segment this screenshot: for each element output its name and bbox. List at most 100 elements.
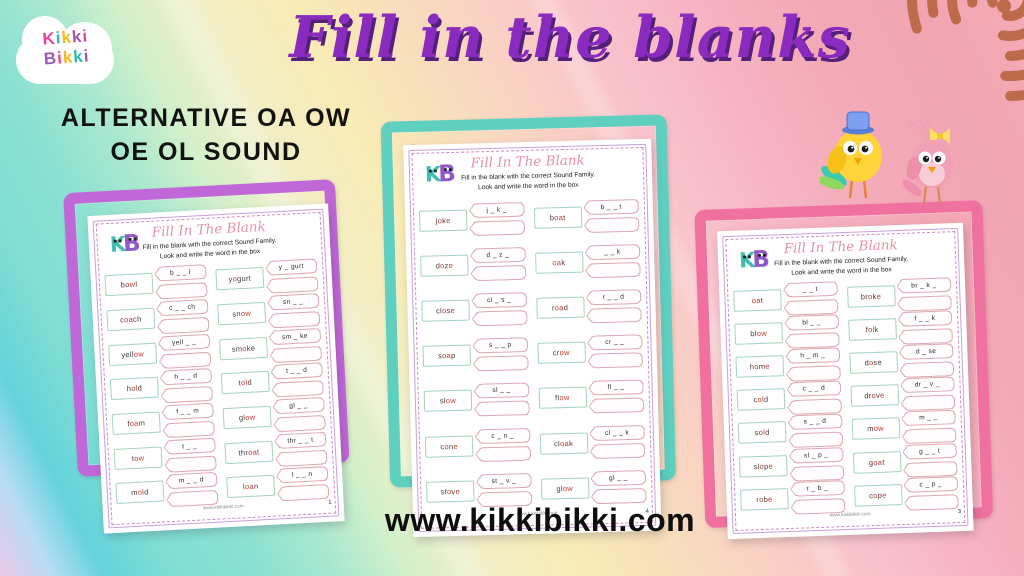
hint-capsule: s _ _ d: [788, 414, 843, 431]
worksheet-cell: b oa t b _ _ t: [533, 193, 640, 241]
answer-capsule: [277, 484, 330, 502]
hint-capsule: gl _ _: [272, 397, 325, 415]
worksheet-cell: oa k _ _ k: [534, 238, 641, 286]
worksheet-cell: r oa d r _ _ d: [535, 283, 642, 331]
word-box: bl ow: [734, 321, 783, 345]
answer-capsule: [788, 432, 843, 449]
worksheet-cell: cr ow cr _ _: [536, 328, 644, 376]
worksheet-cell: oa t _ _ t: [733, 281, 839, 318]
mascot-eyes: [128, 237, 132, 241]
subtitle-line-2: OE OL SOUND: [110, 137, 302, 166]
hint-capsule: d _ se: [899, 343, 954, 360]
word-box: thr oa t: [224, 440, 274, 464]
word-box: s oa p: [422, 344, 472, 367]
word-box: sn ow: [217, 301, 267, 326]
brand-logo: Kikki Bikki: [8, 6, 124, 102]
hint-capsule: l _ _ n: [276, 466, 329, 484]
word-box: cr ow: [536, 341, 586, 364]
hint-capsule: sn _ _: [267, 293, 320, 311]
word-box: st o v e: [426, 480, 475, 503]
worksheet-cell: bl ow bl _ _: [734, 314, 840, 351]
answer-capsule: [160, 386, 213, 404]
hint-capsule: cl _ s _: [471, 292, 527, 308]
worksheet-page: KB Fill In The Blank Fill in the blank w…: [717, 222, 974, 540]
hint-capsule: sl _ _: [473, 382, 529, 398]
hint-capsule: s _ _ p: [472, 337, 528, 353]
hint-capsule: m _ _ d: [165, 472, 218, 490]
word-box: m ol d: [115, 480, 165, 505]
page-number: 3: [957, 509, 962, 516]
hint-capsule: _ _ t: [783, 281, 838, 298]
word-box: t ow: [113, 446, 163, 470]
word-box: b oa t: [533, 206, 582, 229]
hint-capsule: y _ gurt: [265, 258, 318, 276]
hint-capsule: sl _ p _: [789, 447, 844, 464]
answer-capsule: [785, 332, 840, 349]
hint-capsule: b _ _ t: [583, 199, 639, 215]
hint-capsule: j _ k _: [469, 202, 525, 218]
pink-bird-icon: [902, 117, 953, 205]
worksheet-cell: dr o v e dr _ v _: [850, 376, 956, 413]
worksheet-page: KB Fill In The Blank Fill in the blank w…: [403, 138, 662, 538]
word-box: dr o v e: [850, 384, 899, 408]
subtitle-line-1: ALTERNATIVE OA OW: [60, 104, 352, 132]
word-box: f ol k: [847, 317, 897, 341]
answer-capsule: [585, 262, 641, 278]
hint-capsule: yell _ _: [158, 333, 211, 351]
hint-capsule: r _ b _: [790, 480, 845, 497]
answer-capsule: [268, 311, 321, 329]
word-box: c ol d: [736, 388, 786, 411]
hint-capsule: bl _ _: [784, 314, 839, 331]
answer-capsule: [784, 299, 839, 316]
word-box: l oa n: [226, 474, 276, 499]
kb-letter-b: B: [122, 230, 142, 258]
hint-capsule: t _ _ d: [270, 362, 323, 380]
hint-capsule: cr _ _: [587, 334, 643, 350]
answer-capsule: [789, 465, 844, 482]
worksheet-cell: l oa n l _ _ n: [226, 465, 330, 505]
worksheet-cell: m ol d m _ _ d: [115, 471, 219, 511]
mascot-eyes: [428, 169, 432, 173]
answer-capsule: [164, 455, 217, 473]
hint-capsule: fl _ _: [588, 379, 644, 395]
worksheet-cell: br o k e br _ k _: [846, 277, 952, 314]
answer-capsule: [474, 400, 530, 416]
worksheet-cell: yell ow yell _ _: [108, 333, 212, 373]
answer-capsule: [898, 328, 953, 345]
hint-capsule: dr _ v _: [900, 376, 955, 393]
worksheet-cell: g oa t g _ _ t: [852, 443, 958, 480]
word-box: br o k e: [846, 284, 896, 308]
worksheet-cell: cl o s e cl _ s _: [421, 286, 528, 334]
worksheet-cell: f ol k f _ _ k: [847, 310, 954, 347]
kb-letter-b: B: [437, 160, 457, 188]
answer-capsule: [270, 346, 323, 364]
worksheet-footer-site: www.kikkibikki.com: [202, 504, 244, 512]
answer-capsule: [159, 351, 212, 369]
hint-capsule: t _ _: [163, 437, 216, 455]
word-box: h ol d: [109, 376, 159, 401]
hint-capsule: f _ _ k: [897, 310, 952, 327]
worksheet-cell: sn ow sn _ _: [217, 292, 321, 332]
worksheet-page: KB Fill In The Blank Fill in the blank w…: [87, 203, 345, 534]
hint-capsule: g _ _ t: [902, 443, 957, 460]
worksheet-cell: b ow l b _ _ l: [104, 263, 208, 303]
answer-capsule: [475, 446, 531, 462]
mascot-eyes: [113, 239, 117, 243]
word-box: c oa ch: [106, 307, 156, 332]
hint-capsule: h _ _ d: [160, 368, 213, 386]
worksheet-cell: thr oa t thr _ _ t: [224, 431, 328, 471]
answer-capsule: [472, 310, 528, 326]
worksheet-cell: s ol d s _ _ d: [737, 413, 844, 450]
hint-capsule: h _ m _: [785, 347, 840, 364]
answer-capsule: [586, 307, 642, 323]
answer-capsule: [790, 498, 845, 515]
word-box: oa t: [733, 288, 782, 312]
worksheet-cell: y o gurt y _ gurt: [215, 258, 319, 298]
hint-capsule: d _ z _: [470, 247, 526, 263]
word-box: t ol d: [220, 370, 270, 395]
word-box: d o se: [848, 351, 898, 374]
worksheet-footer-site: www.kikkibikki.com: [829, 512, 871, 519]
